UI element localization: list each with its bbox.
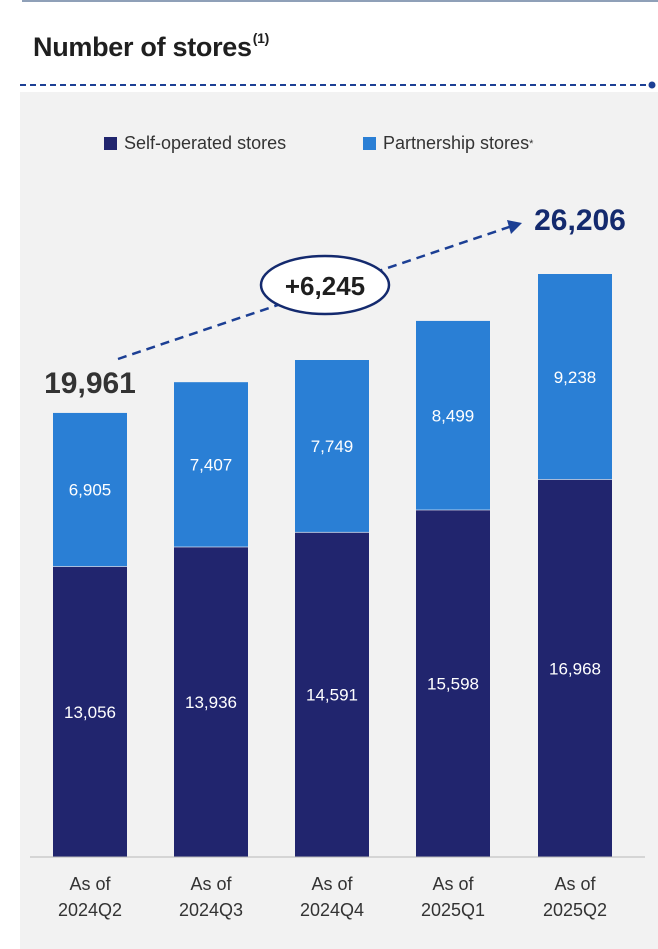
legend-self: Self-operated stores — [104, 133, 286, 154]
legend-self-label: Self-operated stores — [124, 133, 287, 153]
legend-partner: Partnership stores * — [363, 133, 533, 154]
data-label-partnership: 8,499 — [432, 406, 475, 425]
bar-self-operated — [174, 546, 248, 857]
growth-badge — [259, 254, 391, 316]
data-label-self: 14,591 — [306, 686, 358, 705]
data-label-self: 16,968 — [549, 659, 601, 678]
bar-partnership — [416, 320, 490, 510]
start-total-label: 19,961 — [44, 367, 136, 400]
x-tick-label-line2: 2025Q2 — [543, 900, 607, 920]
x-tick-label-line2: 2024Q3 — [179, 900, 243, 920]
x-tick-label-line2: 2025Q1 — [421, 900, 485, 920]
bar-partnership — [53, 412, 127, 567]
bar-partnership — [295, 360, 369, 533]
data-label-self: 15,598 — [427, 674, 479, 693]
data-label-partnership: 7,749 — [311, 437, 354, 456]
bar-self-operated — [416, 509, 490, 857]
bar-partnership — [174, 382, 248, 547]
legend-partner-note: * — [529, 137, 534, 150]
x-tick-label-line2: 2024Q4 — [300, 900, 364, 920]
title-footnote: (1) — [252, 30, 270, 46]
data-label-partnership: 9,238 — [554, 368, 597, 387]
legend-partner-swatch — [363, 137, 376, 150]
title-divider — [20, 81, 656, 89]
chart-title-text: Number of stores — [33, 32, 252, 62]
data-label-partnership: 7,407 — [190, 456, 233, 475]
bar-self-operated — [538, 479, 612, 857]
bar-self-operated — [53, 566, 127, 857]
bar-self-operated — [295, 532, 369, 857]
bar-partnership — [538, 274, 612, 480]
legend-self-swatch — [104, 137, 117, 150]
growth-arrow-line — [117, 224, 513, 361]
end-total-label: 26,206 — [534, 204, 626, 237]
top-rule — [22, 0, 658, 2]
x-tick-label-line1: As of — [69, 874, 111, 894]
chart-title: Number of stores(1) — [33, 30, 269, 63]
growth-value: +6,245 — [285, 271, 365, 301]
x-tick-label-line1: As of — [190, 874, 232, 894]
x-tick-label-line1: As of — [311, 874, 353, 894]
data-label-self: 13,056 — [64, 703, 116, 722]
legend-partner-label: Partnership stores — [383, 133, 530, 153]
x-tick-label-line1: As of — [554, 874, 596, 894]
data-label-partnership: 6,905 — [69, 481, 112, 500]
x-tick-label-line1: As of — [432, 874, 474, 894]
x-tick-label-line2: 2024Q2 — [58, 900, 122, 920]
growth-arrowhead — [507, 220, 522, 234]
data-label-self: 13,936 — [185, 693, 237, 712]
